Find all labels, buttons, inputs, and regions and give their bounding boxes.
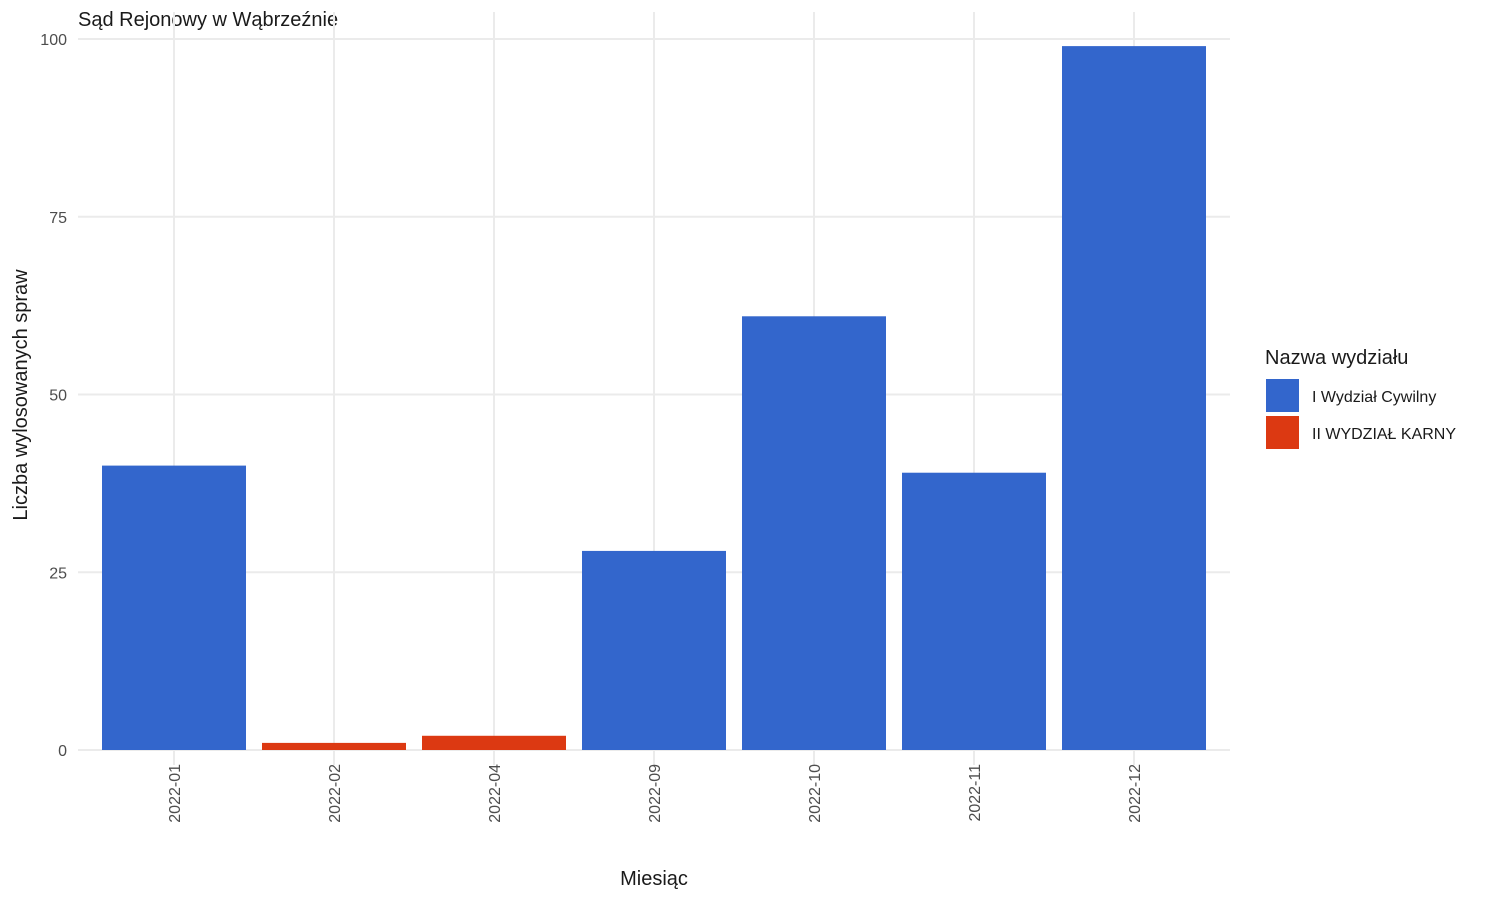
- y-tick-label: 50: [49, 388, 67, 405]
- bar: [262, 742, 406, 750]
- legend-swatch: [1266, 379, 1299, 412]
- x-axis-title: Miesiąc: [620, 868, 688, 890]
- y-axis-title: Liczba wylosowanych spraw: [10, 269, 32, 521]
- y-tick-label: 0: [58, 743, 67, 760]
- x-tick-label: 2022-12: [1127, 764, 1144, 823]
- x-tick-label: 2022-02: [327, 764, 344, 823]
- x-tick-label: 2022-01: [167, 764, 184, 823]
- legend: Nazwa wydziału I Wydział Cywilny II WYDZI…: [1265, 347, 1456, 449]
- legend-label: II WYDZIAŁ KARNY: [1312, 426, 1456, 443]
- y-tick-label: 100: [40, 32, 67, 49]
- y-tick-label: 25: [49, 565, 67, 582]
- bar: [102, 465, 246, 750]
- bars: [102, 46, 1206, 751]
- chart-title: Sąd Rejonowy w Wąbrzeźnie: [78, 9, 338, 31]
- bar: [1062, 46, 1206, 751]
- legend-label: I Wydział Cywilny: [1312, 389, 1436, 406]
- bar: [902, 472, 1046, 750]
- x-tick-label: 2022-09: [647, 764, 664, 823]
- x-tick-label: 2022-04: [487, 764, 504, 823]
- x-tick-label: 2022-10: [807, 764, 824, 823]
- bar: [582, 550, 726, 750]
- x-axis-ticks: 2022-01 2022-02 2022-04 2022-09 2022-10 2022-…: [167, 764, 1144, 823]
- legend-title: Nazwa wydziału: [1265, 347, 1408, 369]
- legend-swatch: [1266, 416, 1299, 449]
- y-tick-label: 75: [49, 210, 67, 227]
- bar: [422, 735, 566, 750]
- x-tick-label: 2022-11: [967, 764, 984, 822]
- y-axis-ticks: 0 25 50 75 100: [40, 32, 67, 760]
- bar: [742, 316, 886, 750]
